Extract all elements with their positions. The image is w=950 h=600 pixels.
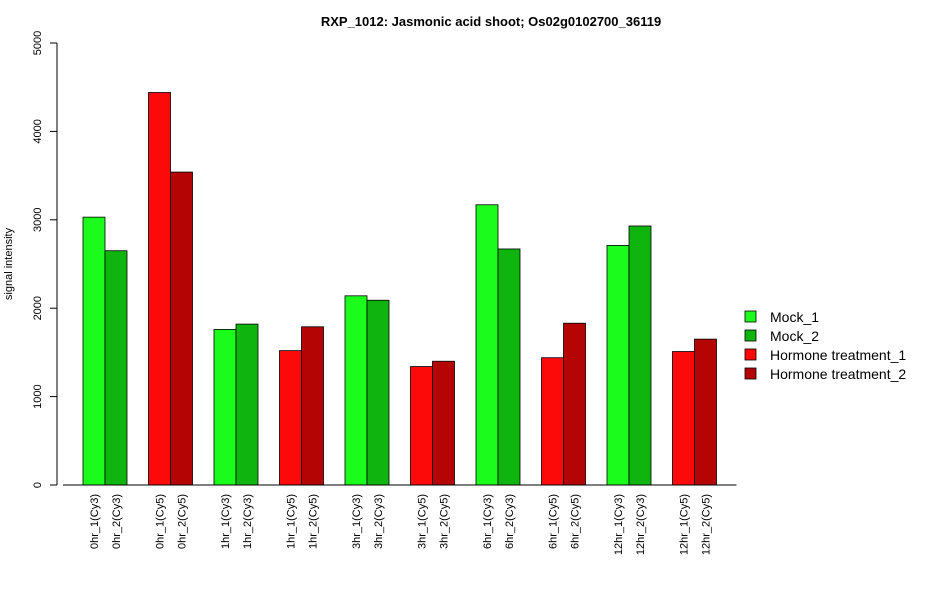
x-tick-label: 0hr_1(Cy5) [155,494,167,549]
x-tick-label: 1hr_1(Cy3) [220,494,232,549]
bar [366,299,390,486]
legend-swatch [744,329,757,342]
x-tick-label: 0hr_2(Cy3) [111,494,123,549]
legend-swatch [744,367,757,380]
bar [694,338,717,486]
x-tick-label: 12hr_1(Cy5) [679,494,691,555]
x-tick-label: 6hr_1(Cy5) [548,494,560,549]
y-tick-label: 1000 [32,384,44,408]
legend: Mock_1 Mock_2 Hormone treatment_1 Hormone t… [744,309,906,382]
x-tick-label: 6hr_2(Cy5) [570,494,582,549]
bar [82,216,106,486]
y-axis: 0 1000 2000 3000 4000 5000 [32,31,58,488]
legend-label: Hormone treatment_2 [770,366,906,382]
legend-label: Hormone treatment_1 [770,347,906,363]
x-tick-label: 0hr_2(Cy5) [177,494,189,549]
bar [475,204,499,486]
x-tick-label: 3hr_1(Cy3) [351,494,363,549]
x-tick-label: 1hr_2(Cy5) [308,494,320,549]
bar [563,322,586,486]
legend-swatch [744,348,757,361]
x-tick-label: 12hr_1(Cy3) [613,494,625,555]
bar [541,357,564,486]
legend-swatch [744,310,757,323]
x-axis-tick-labels: 0hr_1(Cy3) 0hr_2(Cy3) 0hr_1(Cy5) 0hr_2(Cy5)… [89,494,713,555]
y-tick-label: 4000 [32,119,44,143]
bar [104,250,128,486]
bar [170,171,193,486]
y-tick-label: 5000 [32,31,44,55]
x-tick-label: 6hr_1(Cy3) [482,494,494,549]
bars [82,92,717,486]
bar [148,92,171,486]
bar [628,225,652,486]
legend-label: Mock_2 [770,328,819,344]
bar [235,323,259,486]
x-tick-label: 1hr_2(Cy3) [242,494,254,549]
x-tick-label: 12hr_2(Cy5) [701,494,713,555]
bar [279,350,302,486]
bar [606,245,630,486]
y-tick-label: 0 [32,482,44,488]
bar [672,351,695,486]
bar [344,295,368,486]
y-tick-label: 2000 [32,296,44,320]
y-axis-label: signal intensity [3,227,15,300]
bar [497,248,521,486]
legend-label: Mock_1 [770,309,819,325]
bar [432,360,455,486]
x-tick-label: 12hr_2(Cy3) [635,494,647,555]
x-tick-label: 1hr_1(Cy5) [286,494,298,549]
x-tick-label: 3hr_2(Cy5) [439,494,451,549]
bar [410,366,433,486]
bar [301,326,324,486]
x-tick-label: 3hr_1(Cy5) [417,494,429,549]
y-tick-label: 3000 [32,208,44,232]
x-tick-label: 3hr_2(Cy3) [373,494,385,549]
chart-title: RXP_1012: Jasmonic acid shoot; Os02g0102… [321,14,661,29]
bar [213,329,237,486]
x-tick-label: 6hr_2(Cy3) [504,494,516,549]
x-tick-label: 0hr_1(Cy3) [89,494,101,549]
